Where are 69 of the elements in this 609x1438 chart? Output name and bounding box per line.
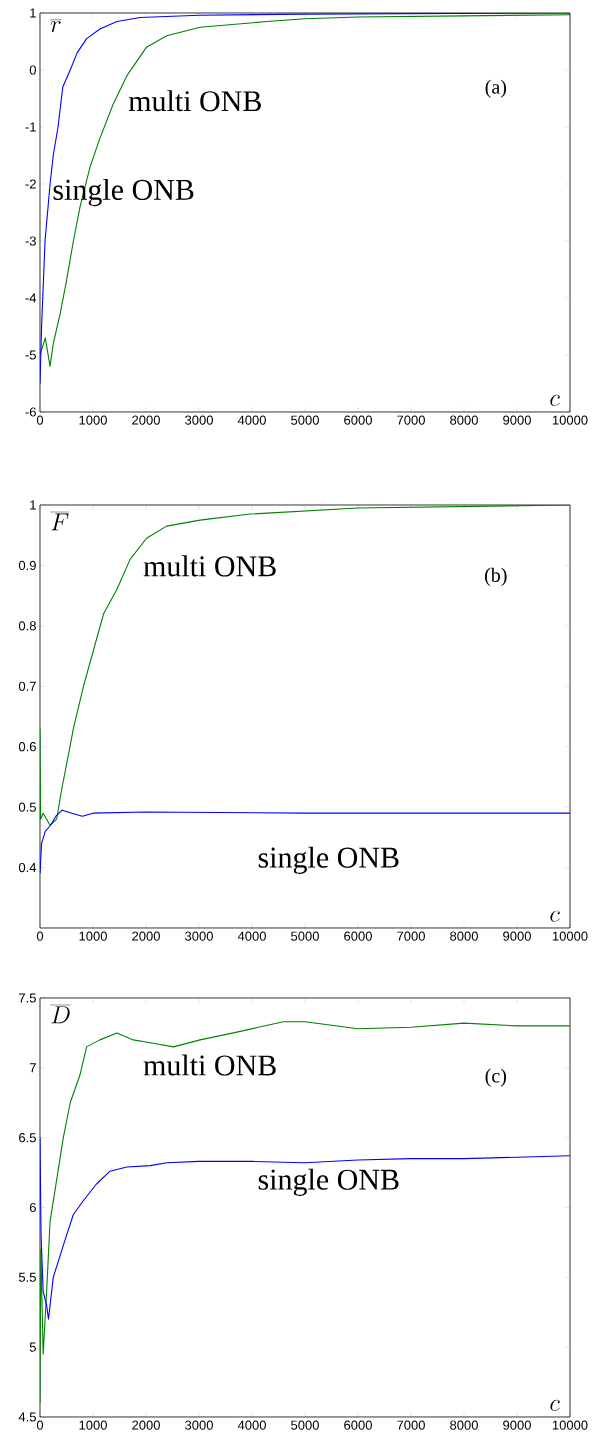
x-tick-label: 4000	[237, 415, 266, 425]
line-series	[40, 1137, 570, 1320]
x-axis-title: $c$	[550, 910, 560, 922]
x-tick-label: 1000	[79, 931, 107, 941]
x-tick-label: 8000	[450, 415, 478, 425]
series-label: single ONB	[258, 1168, 399, 1196]
x-tick-label: 7000	[397, 931, 425, 941]
x-axis-title: $c$	[550, 1399, 560, 1411]
x-axis-title: $c$	[550, 394, 560, 407]
y-tick-label: -4	[25, 293, 37, 303]
y-tick-label: -2	[25, 179, 36, 189]
x-tick-label: 9000	[503, 415, 531, 425]
x-tick-label: 2000	[132, 1420, 160, 1430]
x-tick-label: 2000	[132, 415, 160, 425]
x-tick-label: 7000	[397, 415, 425, 425]
x-tick-label: 6000	[344, 415, 372, 425]
x-tick-label: 7000	[397, 1420, 425, 1430]
x-tick-label: 8000	[450, 1420, 478, 1430]
x-tick-label: 3000	[185, 415, 213, 425]
y-tick-label: 6	[29, 1202, 36, 1213]
y-tick-label: 6.5	[19, 1133, 36, 1143]
x-tick-label: 10000	[552, 931, 588, 941]
x-tick-label: 4000	[237, 931, 266, 941]
line-series	[40, 809, 570, 875]
x-tick-label: 5000	[291, 1420, 319, 1430]
y-tick-label: 5.5	[18, 1272, 36, 1282]
y-axis-title: $\overline{D}$	[50, 1004, 71, 1024]
y-tick-label: -5	[25, 350, 36, 360]
line-series	[40, 504, 570, 826]
y-tick-label: 0.6	[18, 742, 36, 752]
x-tick-label: 9000	[503, 931, 531, 941]
series-label: multi ONB	[128, 90, 261, 112]
x-tick-label: 1000	[79, 1420, 107, 1430]
x-tick-label: 5000	[291, 415, 319, 425]
y-tick-label: 5	[29, 1342, 36, 1352]
series-label: multi ONB	[143, 1054, 276, 1076]
y-tick-label: 7	[29, 1063, 36, 1073]
y-tick-label: 0.9	[18, 560, 36, 571]
y-tick-label: 0.5	[18, 802, 36, 812]
y-tick-label: 0	[29, 65, 36, 75]
y-tick-label: 1	[30, 500, 36, 510]
y-tick-label: 7.5	[19, 993, 36, 1003]
y-tick-label: -3	[25, 236, 36, 246]
y-axis-title: $\overline{r}$	[50, 19, 62, 33]
y-tick-label: 4.5	[18, 1412, 36, 1422]
x-tick-label: 4000	[237, 1420, 266, 1430]
x-tick-label: 6000	[344, 1420, 372, 1430]
y-tick-label: 0.4	[18, 862, 37, 873]
y-tick-label: 0.7	[18, 681, 36, 691]
y-axis-title: $\overline{F}$	[50, 512, 70, 531]
x-tick-label: 8000	[450, 931, 478, 941]
x-tick-label: 2000	[132, 931, 160, 941]
x-tick-label: 1000	[79, 415, 107, 425]
series-label: single ONB	[258, 846, 399, 874]
y-tick-label: -1	[25, 122, 36, 132]
x-tick-label: 3000	[185, 931, 213, 941]
y-tick-label: 1	[30, 8, 36, 18]
x-tick-label: 6000	[344, 931, 372, 941]
annotation: (b)	[485, 567, 507, 586]
x-tick-label: 10000	[552, 415, 588, 425]
annotation: (c)	[485, 1068, 507, 1087]
x-tick-label: 5000	[291, 931, 319, 941]
x-tick-label: 3000	[185, 1420, 213, 1430]
series-label: multi ONB	[143, 555, 276, 577]
y-tick-label: -6	[25, 407, 36, 417]
x-tick-label: 9000	[503, 1420, 531, 1430]
annotation: (a)	[485, 79, 507, 98]
y-tick-label: 0.8	[18, 621, 36, 631]
x-tick-label: 10000	[552, 1420, 588, 1430]
